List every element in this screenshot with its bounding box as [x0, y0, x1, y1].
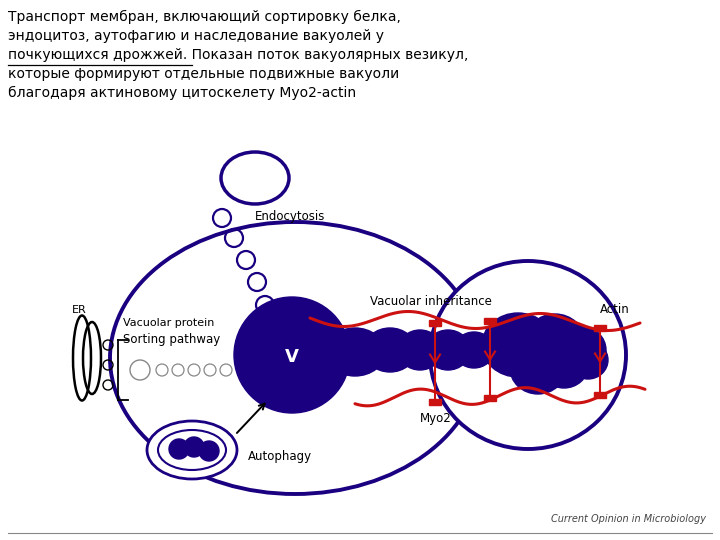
Text: Vacuolar inheritance: Vacuolar inheritance [370, 295, 492, 308]
Text: которые формируют отдельные подвижные вакуоли: которые формируют отдельные подвижные ва… [8, 67, 400, 81]
Ellipse shape [480, 334, 516, 366]
Ellipse shape [430, 261, 626, 449]
Circle shape [184, 437, 204, 457]
Bar [484, 318, 496, 324]
Text: Autophagy: Autophagy [248, 450, 312, 463]
Text: эндоцитоз, аутофагию и наследование вакуолей у: эндоцитоз, аутофагию и наследование ваку… [8, 29, 384, 43]
Ellipse shape [398, 330, 442, 370]
Bar [484, 395, 496, 401]
Text: V: V [285, 348, 299, 366]
Ellipse shape [110, 222, 480, 494]
Text: почкующихся дрожжей. Показан поток вакуолярных везикул,: почкующихся дрожжей. Показан поток вакуо… [8, 48, 469, 62]
Bar [594, 392, 606, 398]
Text: Endocytosis: Endocytosis [255, 210, 325, 223]
Ellipse shape [510, 342, 566, 394]
Text: Vacuolar protein: Vacuolar protein [123, 318, 215, 328]
Circle shape [199, 441, 219, 461]
Text: благодаря актиновому цитоскелету Myo2-actin: благодаря актиновому цитоскелету Myo2-ac… [8, 86, 356, 100]
Ellipse shape [540, 344, 588, 388]
Circle shape [260, 321, 274, 335]
Circle shape [169, 439, 189, 459]
Ellipse shape [364, 328, 416, 372]
Bar [594, 325, 606, 331]
Text: Sorting pathway: Sorting pathway [123, 333, 220, 346]
Ellipse shape [147, 421, 237, 479]
Bar [429, 320, 441, 326]
Ellipse shape [554, 326, 606, 374]
Circle shape [234, 297, 350, 413]
Ellipse shape [454, 332, 494, 368]
Ellipse shape [158, 430, 226, 470]
Text: Myo2: Myo2 [420, 412, 451, 425]
Ellipse shape [426, 330, 470, 370]
Ellipse shape [221, 152, 289, 204]
Ellipse shape [482, 313, 554, 377]
Text: Actin: Actin [600, 303, 630, 316]
Ellipse shape [568, 341, 608, 379]
Ellipse shape [325, 328, 385, 376]
Text: Транспорт мембран, включающий сортировку белка,: Транспорт мембран, включающий сортировку… [8, 10, 401, 24]
Ellipse shape [525, 314, 585, 370]
Text: ER: ER [72, 305, 86, 315]
Bar [429, 399, 441, 405]
Text: Current Opinion in Microbiology: Current Opinion in Microbiology [551, 514, 706, 524]
